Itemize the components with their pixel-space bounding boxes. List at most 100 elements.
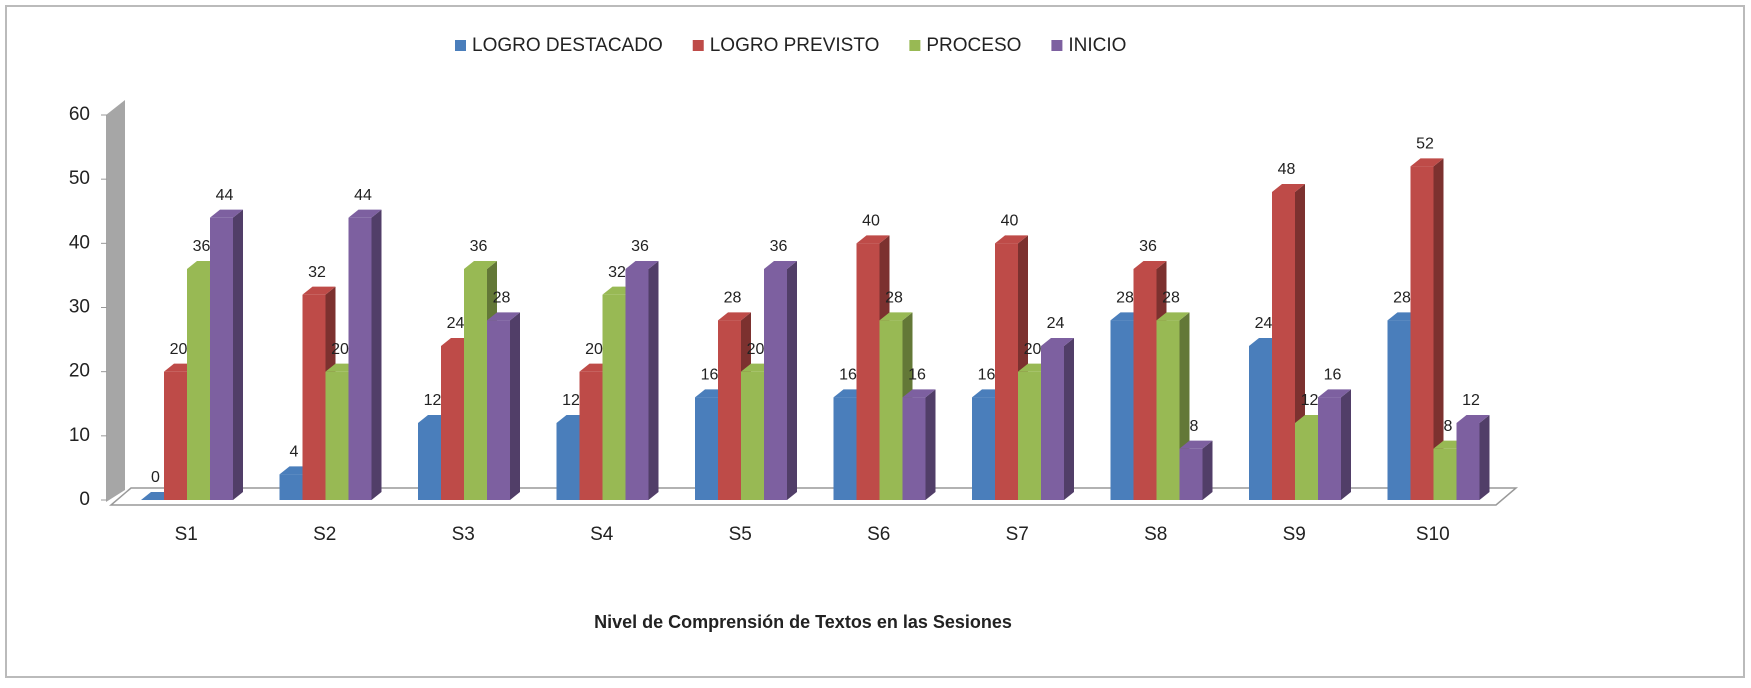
bar [1434,449,1457,500]
data-label: 20 [585,341,603,358]
side-wall [106,100,125,502]
data-label: 12 [424,392,442,409]
data-label: 36 [631,238,649,255]
data-label: 24 [1047,315,1065,332]
bar [418,423,441,500]
legend-swatch [909,40,920,51]
bar [1018,372,1041,500]
data-label: 28 [724,290,742,307]
data-label: 28 [1162,290,1180,307]
bar [487,320,510,500]
bar-side [1480,415,1490,500]
bar [880,320,903,500]
data-label: 32 [308,264,326,281]
bar [741,372,764,500]
data-label: 8 [1444,418,1453,435]
legend-label: PROCESO [926,35,1021,56]
bar-side [649,261,659,500]
data-label: 12 [562,392,580,409]
bar [164,372,187,500]
bar [1157,320,1180,500]
x-tick-label: S2 [313,524,336,545]
y-tick-label: 20 [69,361,90,382]
bar [1111,320,1134,500]
bar [603,295,626,500]
data-label: 28 [493,290,511,307]
bar [972,397,995,500]
y-tick-label: 40 [69,232,90,253]
data-label: 44 [216,187,234,204]
data-label: 20 [747,341,765,358]
data-label: 8 [1190,418,1199,435]
bar [718,320,741,500]
bar [626,269,649,500]
y-tick-label: 60 [69,104,90,125]
data-label: 16 [978,367,996,384]
bar [464,269,487,500]
x-tick-label: S8 [1144,524,1167,545]
legend-swatch [693,40,704,51]
bar-side [1203,441,1213,500]
data-label: 16 [908,367,926,384]
legend-label: LOGRO PREVISTO [710,35,880,56]
bar [1041,346,1064,500]
bar [1249,346,1272,500]
data-label: 24 [1255,315,1273,332]
y-tick-label: 50 [69,168,90,189]
data-label: 48 [1278,161,1296,178]
data-label: 36 [1139,238,1157,255]
bar [1180,449,1203,500]
bar-side [926,389,936,500]
data-label: 40 [862,213,880,230]
bar-side [1341,389,1351,500]
bar [441,346,464,500]
y-tick-label: 30 [69,297,90,318]
bar [695,397,718,500]
bar [1388,320,1411,500]
data-label: 36 [770,238,788,255]
x-tick-label: S7 [1006,524,1029,545]
data-label: 36 [193,238,211,255]
bar [280,474,303,500]
data-label: 20 [331,341,349,358]
y-tick-label: 0 [79,489,90,510]
bar-side [1064,338,1074,500]
data-label: 20 [1024,341,1042,358]
bar-side [787,261,797,500]
bar [1318,397,1341,500]
bar [764,269,787,500]
bar [1295,423,1318,500]
x-tick-label: S1 [175,524,198,545]
bar [1457,423,1480,500]
data-label: 16 [701,367,719,384]
bar [187,269,210,500]
legend-swatch [1051,40,1062,51]
bar [995,243,1018,500]
data-label: 16 [839,367,857,384]
bar [580,372,603,500]
bar [326,372,349,500]
data-label: 12 [1301,392,1319,409]
x-tick-label: S4 [590,524,614,545]
data-label: 24 [447,315,465,332]
bar [349,218,372,500]
x-tick-label: S10 [1416,524,1450,545]
bar-side [233,210,243,500]
data-label: 12 [1462,392,1480,409]
data-label: 44 [354,187,372,204]
data-label: 36 [470,238,488,255]
bar [557,423,580,500]
bar [1411,166,1434,500]
bar [834,397,857,500]
y-tick-label: 10 [69,425,90,446]
bar [1134,269,1157,500]
bar-side [510,312,520,500]
bar [857,243,880,500]
data-label: 4 [290,444,299,461]
bar-side [372,210,382,500]
data-label: 28 [1116,290,1134,307]
legend-label: INICIO [1068,35,1126,56]
data-label: 52 [1416,136,1434,153]
legend-swatch [455,40,466,51]
